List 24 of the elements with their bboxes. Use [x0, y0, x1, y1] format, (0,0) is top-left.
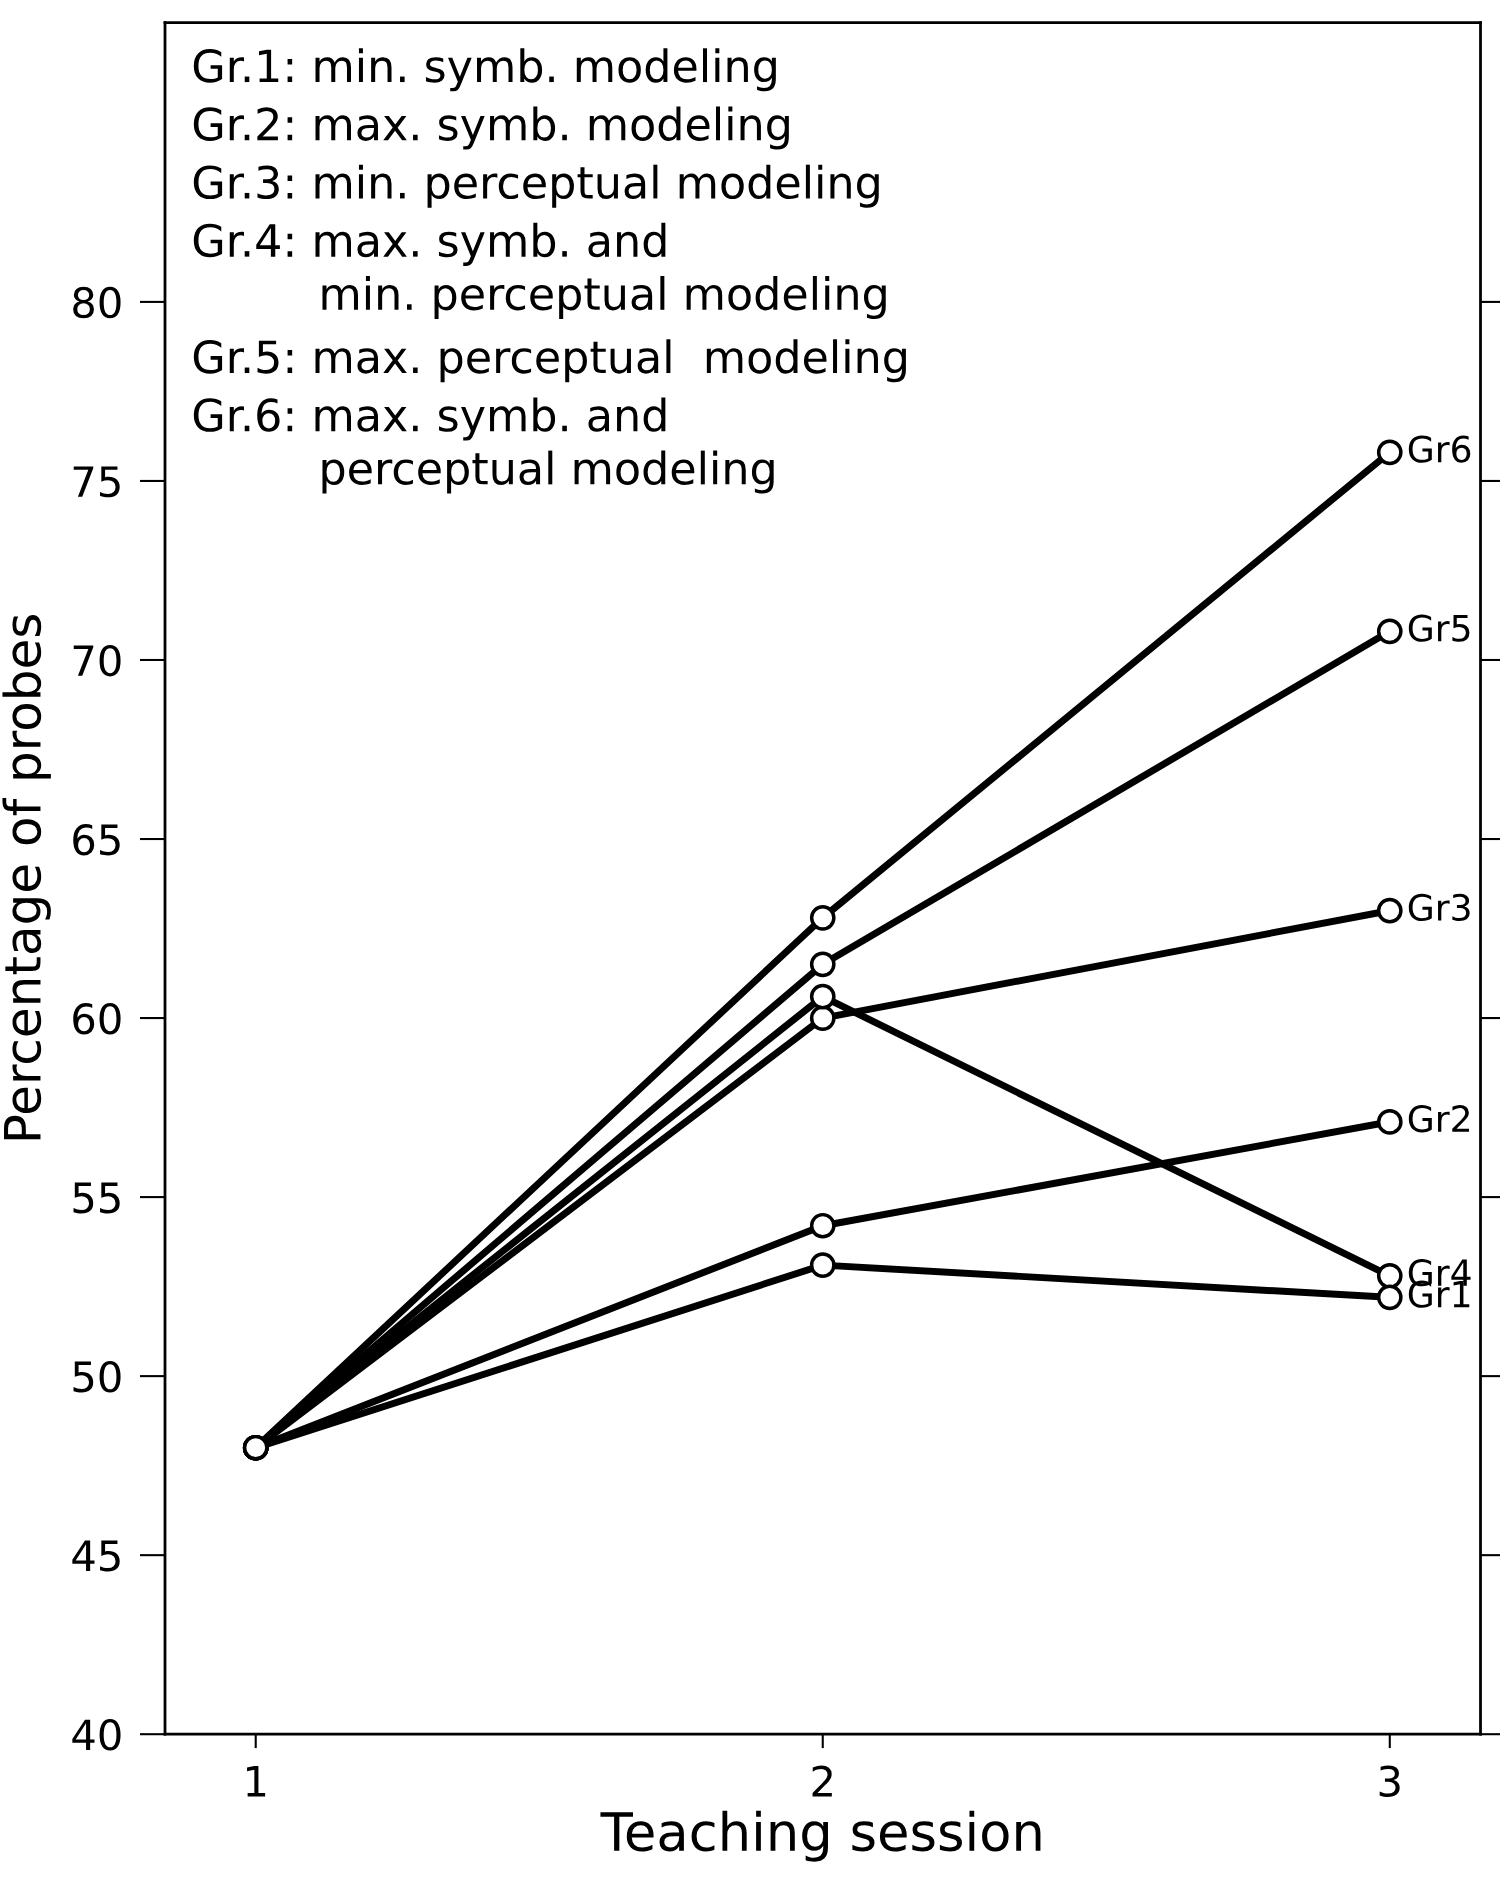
- series-label: Gr5: [1408, 614, 1470, 642]
- x-tick-label: 1: [247, 1766, 266, 1797]
- y-tick-label: 70: [73, 644, 121, 677]
- annotation: Gr.1: min. symb. modeling: [193, 48, 776, 92]
- y-tick-label: 80: [73, 286, 121, 319]
- annotation: Gr.5: max. perceptual modeling: [193, 339, 906, 383]
- annotation: Gr.2: max. symb. modeling: [193, 106, 789, 150]
- x-tick-label: 2: [812, 1765, 832, 1797]
- y-tick-label: 65: [73, 823, 120, 856]
- y-tick-label: 55: [73, 1182, 120, 1214]
- y-axis-title: Percentage of probes: [2, 615, 51, 1140]
- series-label: Gr3: [1408, 893, 1470, 922]
- annotation: Gr.3: min. perceptual modeling: [193, 164, 879, 208]
- y-tick-label: 50: [73, 1361, 121, 1393]
- x-axis-title: Teaching session: [600, 1810, 1041, 1862]
- y-tick-label: 60: [73, 1002, 121, 1035]
- y-tick-label: 40: [72, 1719, 121, 1751]
- y-tick-label: 45: [72, 1540, 120, 1572]
- annotation: Gr.6: max. symb. and perceptual modeling: [193, 397, 774, 494]
- y-tick-label: 75: [73, 466, 120, 498]
- series-label: Gr2: [1408, 1105, 1469, 1133]
- annotation: Gr.4: max. symb. and min. perceptual modeling: [193, 222, 886, 320]
- x-tick-label: 3: [1379, 1765, 1400, 1798]
- series-label: Gr6: [1408, 435, 1471, 463]
